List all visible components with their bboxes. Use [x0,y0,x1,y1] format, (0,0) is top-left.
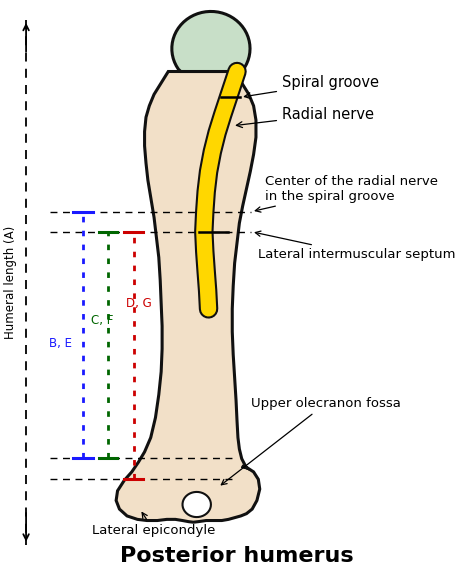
Polygon shape [172,11,250,72]
Text: Spiral groove: Spiral groove [245,76,379,98]
Text: Lateral intermuscular septum: Lateral intermuscular septum [255,231,456,261]
Text: D, G: D, G [127,297,152,309]
Text: Center of the radial nerve
in the spiral groove: Center of the radial nerve in the spiral… [255,175,438,212]
Text: Upper olecranon fossa: Upper olecranon fossa [221,397,401,485]
Text: C, F: C, F [91,314,114,327]
Text: Radial nerve: Radial nerve [237,107,374,128]
Text: B, E: B, E [49,337,72,349]
Text: Humeral length (A): Humeral length (A) [4,226,17,339]
Text: Lateral epicondyle: Lateral epicondyle [92,513,216,537]
Polygon shape [116,72,260,522]
Polygon shape [182,492,211,517]
Text: Posterior humerus: Posterior humerus [120,546,354,566]
